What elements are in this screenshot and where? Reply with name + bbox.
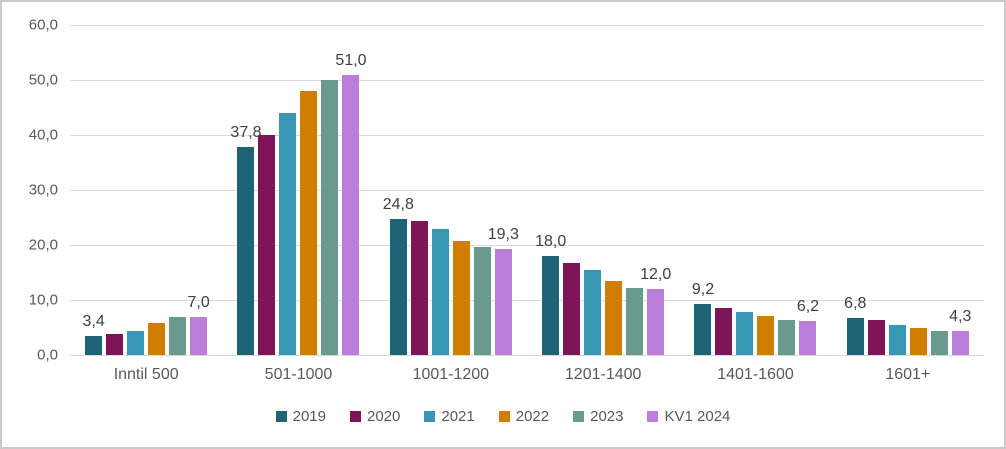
legend-swatch-icon [424, 411, 436, 422]
bar-2023 [473, 247, 491, 355]
gridline [70, 245, 984, 246]
bar-2022 [757, 315, 775, 355]
bar-2023 [626, 287, 644, 355]
bar-group-inntil-500: 3,4 7,0 [70, 25, 222, 355]
x-axis: Inntil 500 501-1000 1001-1200 1201-1400 1401… [70, 366, 984, 384]
legend-item-2020: 2020 [349, 408, 401, 425]
y-tick-label: 40,0 [28, 126, 58, 144]
bar-kv1-2024: 4,3 [949, 309, 971, 355]
legend-swatch-icon [349, 411, 361, 422]
gridline [70, 300, 984, 301]
legend-label: 2022 [515, 408, 550, 425]
bar-2023 [169, 316, 187, 355]
y-tick-label: 0,0 [37, 346, 58, 364]
y-tick-label: 10,0 [28, 291, 58, 309]
bar-2021 [279, 113, 297, 355]
category-label: Inntil 500 [113, 366, 179, 383]
bar-kv1-2024: 12,0 [640, 267, 671, 355]
legend-label: KV1 2024 [664, 408, 731, 425]
category-label: 501-1000 [264, 366, 333, 383]
bar-value-label: 6,8 [844, 294, 867, 312]
plot-area: 3,4 7,0 37,8 51,0 24,8 19,3 18,0 12,0 9,2 6,2 6,8 4… [70, 25, 984, 356]
bar-2020 [258, 135, 276, 355]
bar-2021 [127, 330, 145, 355]
legend-label: 2019 [292, 408, 326, 425]
bar-2019: 9,2 [692, 282, 714, 355]
legend-label: 2021 [441, 408, 475, 425]
bar-2020 [563, 262, 581, 355]
bar-2019: 37,8 [230, 125, 262, 355]
legend-swatch-icon [498, 411, 510, 422]
bar-value-label: 12,0 [640, 266, 672, 283]
legend-swatch-icon [647, 411, 659, 422]
y-axis: 60,0 50,0 40,0 30,0 20,0 10,0 0,0 [2, 18, 58, 363]
bar-2019: 24,8 [383, 196, 414, 355]
category-label: 1201-1400 [564, 366, 642, 383]
bar-2021 [888, 324, 906, 355]
legend: 2019 2020 2021 2022 2023 KV1 2024 [2, 408, 1004, 425]
category-label: 1401-1600 [717, 366, 794, 383]
legend-item-2021: 2021 [424, 408, 475, 425]
bar-2022 [148, 323, 166, 355]
y-tick-label: 50,0 [28, 71, 58, 89]
bar-group-1401-1600: 9,2 6,2 [679, 25, 831, 355]
bar-2021 [584, 270, 602, 355]
bar-value-label: 4,3 [949, 308, 972, 326]
bar-2020 [867, 320, 885, 355]
bar-kv1-2024: 6,2 [797, 298, 819, 355]
legend-item-2022: 2022 [498, 408, 550, 425]
bar-value-label: 9,2 [691, 281, 715, 299]
gridline [70, 355, 984, 356]
bar-group-501-1000: 37,8 51,0 [222, 25, 374, 355]
bar-2022 [909, 328, 927, 355]
gridline [70, 190, 984, 191]
bar-value-label: 24,8 [382, 195, 414, 213]
bar-value-label: 7,0 [187, 293, 210, 311]
y-tick-label: 30,0 [28, 181, 58, 199]
y-tick-label: 60,0 [28, 16, 58, 34]
bar-value-label: 51,0 [335, 51, 367, 69]
y-tick-label: 20,0 [28, 236, 58, 254]
bar-2020 [715, 308, 733, 355]
bar-value-label: 18,0 [535, 233, 567, 250]
bar-groups: 3,4 7,0 37,8 51,0 24,8 19,3 18,0 12,0 9,2 6,2 6,8 4… [70, 25, 984, 355]
bar-2021 [431, 228, 449, 355]
bar-kv1-2024: 7,0 [188, 294, 210, 355]
bar-2023 [321, 80, 339, 355]
gridline [70, 80, 984, 81]
bar-2022 [605, 281, 623, 355]
bar-kv1-2024: 19,3 [488, 226, 519, 355]
category-label: 1601+ [885, 366, 931, 383]
bar-2019: 6,8 [844, 295, 866, 355]
bar-2020 [410, 220, 428, 355]
legend-item-2019: 2019 [275, 408, 326, 425]
bar-2019: 18,0 [535, 234, 566, 355]
bar-value-label: 37,8 [230, 124, 262, 142]
bar-group-1001-1200: 24,8 19,3 [375, 25, 527, 355]
gridline [70, 25, 984, 26]
legend-swatch-icon [573, 411, 585, 422]
bar-value-label: 3,4 [82, 313, 105, 331]
legend-item-2023: 2023 [573, 408, 623, 425]
bar-2023 [778, 319, 796, 355]
bar-2023 [930, 330, 948, 355]
bar-group-1601-: 6,8 4,3 [832, 25, 984, 355]
legend-swatch-icon [275, 411, 287, 422]
category-label: 1001-1200 [412, 366, 490, 383]
bar-2021 [736, 312, 754, 355]
bar-2019: 3,4 [83, 314, 105, 355]
gridline [70, 135, 984, 136]
bar-2022 [452, 240, 470, 355]
bar-kv1-2024: 51,0 [335, 52, 367, 355]
bar-2020 [106, 334, 124, 355]
bar-group-1201-1400: 18,0 12,0 [527, 25, 679, 355]
legend-label: 2023 [590, 408, 624, 425]
bar-value-label: 19,3 [487, 225, 519, 243]
legend-item-kv1-2024: KV1 2024 [647, 408, 730, 425]
bar-value-label: 6,2 [796, 297, 820, 315]
bar-2022 [300, 91, 318, 355]
legend-label: 2020 [366, 408, 401, 425]
